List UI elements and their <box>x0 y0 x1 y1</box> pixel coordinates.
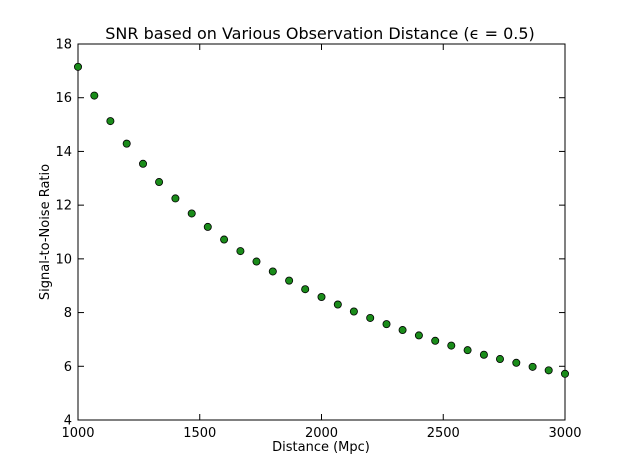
data-point <box>317 292 326 301</box>
data-point <box>155 178 164 187</box>
data-point <box>366 313 375 322</box>
data-point <box>447 341 456 350</box>
y-tick-label: 10 <box>55 252 72 267</box>
x-axis-label: Distance (Mpc) <box>272 440 370 455</box>
data-point <box>495 355 504 364</box>
data-point <box>382 320 391 329</box>
data-point <box>301 285 310 294</box>
data-point <box>90 91 99 100</box>
data-point <box>187 209 196 218</box>
data-point <box>106 117 115 126</box>
data-point <box>139 159 148 168</box>
y-axis-label: Signal-to-Noise Ratio <box>38 164 53 300</box>
y-tick-label: 14 <box>55 145 72 160</box>
data-point <box>203 222 212 231</box>
y-tick-label: 16 <box>55 91 72 106</box>
y-tick-label: 4 <box>64 414 72 429</box>
data-point <box>236 247 245 256</box>
data-point <box>544 366 553 375</box>
data-point <box>398 326 407 335</box>
x-tick-label: 3000 <box>548 426 581 441</box>
data-point <box>333 300 342 309</box>
data-point <box>220 235 229 244</box>
chart-title: SNR based on Various Observation Distanc… <box>105 24 535 43</box>
y-tick-label: 12 <box>55 199 72 214</box>
plot-area <box>77 43 566 421</box>
data-points <box>74 62 570 378</box>
data-point <box>171 194 180 203</box>
data-point <box>268 267 277 276</box>
data-point <box>414 331 423 340</box>
data-point <box>122 139 131 148</box>
y-tick-label: 6 <box>64 360 72 375</box>
data-point <box>479 350 488 359</box>
x-tick-label: 2500 <box>427 426 460 441</box>
x-axis: 1000 1500 2000 2500 3000 <box>61 44 582 441</box>
x-tick-label: 1500 <box>183 426 216 441</box>
y-tick-label: 18 <box>55 38 72 53</box>
data-point <box>431 336 440 345</box>
data-point <box>528 362 537 371</box>
data-point <box>512 358 521 367</box>
data-point <box>285 276 294 285</box>
data-point <box>463 346 472 355</box>
data-point <box>74 62 83 71</box>
data-point <box>252 257 261 266</box>
x-tick-label: 1000 <box>61 426 94 441</box>
y-axis: 4 6 8 10 12 14 16 18 <box>55 38 565 429</box>
y-tick-label: 8 <box>64 306 72 321</box>
data-point <box>561 369 570 378</box>
x-tick-label: 2000 <box>305 426 338 441</box>
data-point <box>349 307 358 316</box>
